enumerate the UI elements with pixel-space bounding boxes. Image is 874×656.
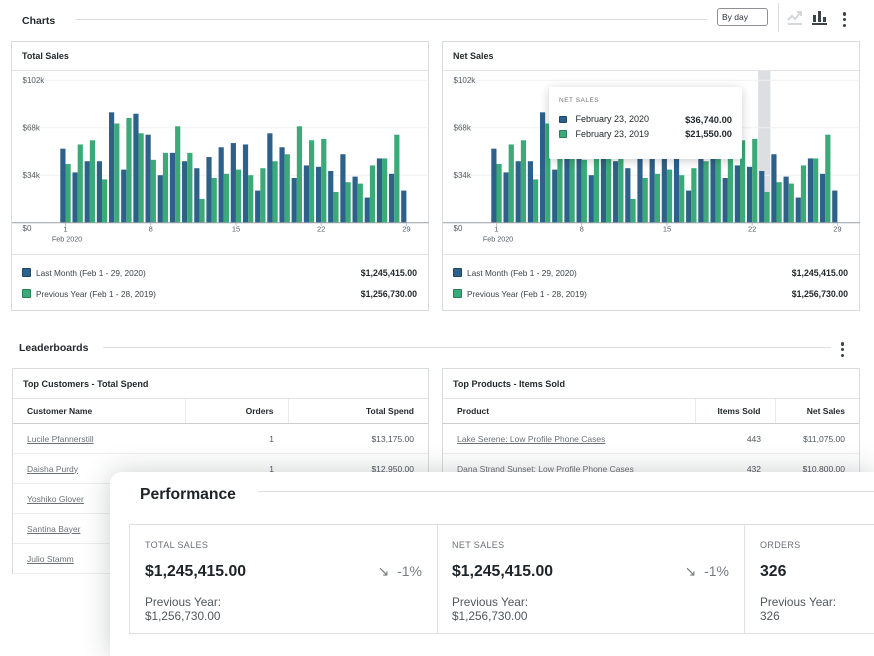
svg-text:8: 8 xyxy=(580,225,584,234)
svg-text:Feb 2020: Feb 2020 xyxy=(52,235,82,244)
svg-text:$34k: $34k xyxy=(23,171,41,180)
svg-text:$68k: $68k xyxy=(23,124,41,133)
svg-text:$0: $0 xyxy=(23,224,32,233)
svg-text:Feb 2020: Feb 2020 xyxy=(483,235,513,244)
svg-text:15: 15 xyxy=(232,225,240,234)
svg-text:$68k: $68k xyxy=(454,124,472,133)
svg-text:29: 29 xyxy=(402,225,410,234)
svg-text:22: 22 xyxy=(317,225,325,234)
svg-text:15: 15 xyxy=(663,225,671,234)
svg-text:$102k: $102k xyxy=(23,76,46,85)
svg-text:29: 29 xyxy=(833,225,841,234)
svg-text:1: 1 xyxy=(63,225,67,234)
svg-text:22: 22 xyxy=(748,225,756,234)
svg-text:8: 8 xyxy=(149,225,153,234)
svg-text:$0: $0 xyxy=(454,224,463,233)
svg-text:$34k: $34k xyxy=(454,171,472,180)
svg-text:$102k: $102k xyxy=(454,76,477,85)
svg-text:1: 1 xyxy=(494,225,498,234)
